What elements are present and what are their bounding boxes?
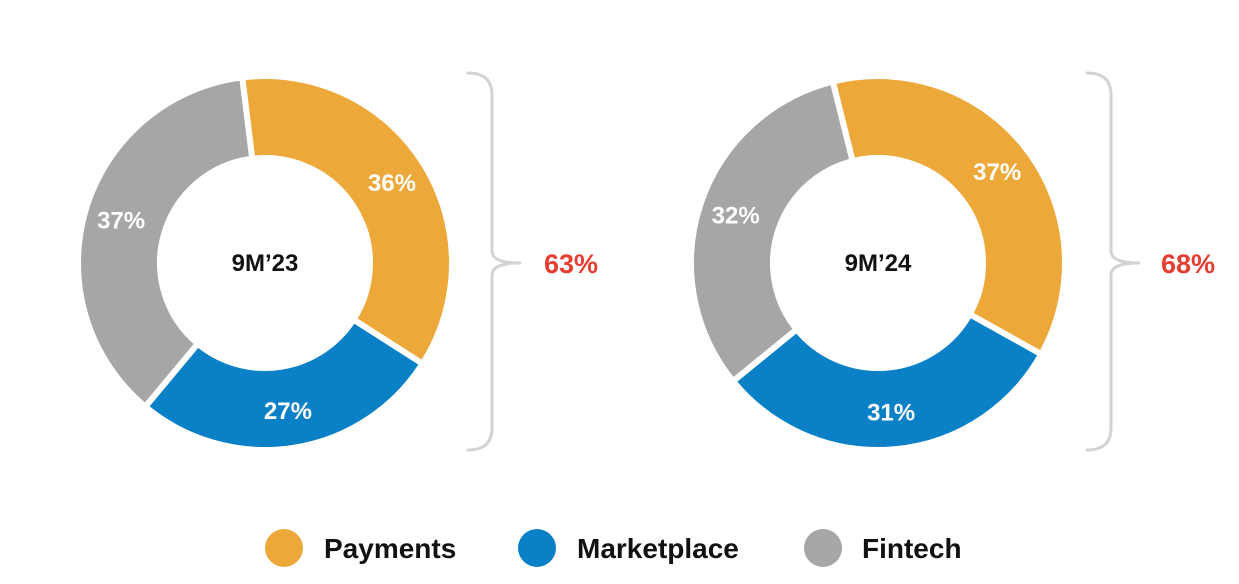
slice-marketplace <box>730 311 1045 453</box>
legend-label-fintech: Fintech <box>862 533 962 564</box>
legend-swatch-fintech <box>804 529 842 567</box>
curly-bracket <box>1085 71 1141 452</box>
chart-center-label: 9M’24 <box>845 250 912 277</box>
legend-swatch-payments <box>265 529 303 567</box>
curly-bracket <box>466 71 522 452</box>
slice-fintech <box>688 78 856 385</box>
slice-payments <box>829 72 1068 358</box>
legend: Payments Marketplace Fintech <box>265 529 962 567</box>
slice-label-marketplace: 27% <box>264 398 312 425</box>
slice-label-marketplace: 31% <box>867 399 915 426</box>
legend-label-marketplace: Marketplace <box>577 533 739 564</box>
slice-label-payments: 37% <box>973 159 1021 186</box>
chart-center-label: 9M’23 <box>232 250 299 277</box>
donut-chart-9m23: 36% 27% 37% 9M’23 63% <box>75 71 598 453</box>
slice-label-fintech: 37% <box>97 208 145 235</box>
donut-chart-9m24: 37% 31% 32% 9M’24 68% <box>688 71 1215 453</box>
slice-label-payments: 36% <box>368 170 416 197</box>
slice-label-fintech: 32% <box>712 203 760 230</box>
legend-swatch-marketplace <box>518 529 556 567</box>
slice-payments <box>239 72 455 367</box>
slice-fintech <box>75 74 256 410</box>
bracket-total-label: 63% <box>544 249 598 279</box>
slice-marketplace <box>142 316 426 453</box>
bracket-total-label: 68% <box>1161 249 1215 279</box>
legend-label-payments: Payments <box>324 533 456 564</box>
